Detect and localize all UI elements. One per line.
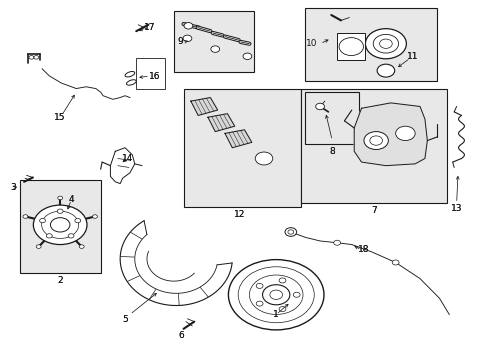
Text: 1: 1 <box>273 310 279 319</box>
Text: 3: 3 <box>10 183 16 192</box>
Text: 9: 9 <box>177 37 183 46</box>
Text: 10: 10 <box>305 39 317 48</box>
Text: 4: 4 <box>68 195 74 204</box>
Bar <box>20 180 101 273</box>
Circle shape <box>92 215 97 218</box>
Circle shape <box>68 234 74 238</box>
Text: 8: 8 <box>329 147 334 156</box>
Text: 17: 17 <box>143 23 155 32</box>
Text: 11: 11 <box>406 52 418 61</box>
Text: 14: 14 <box>122 154 133 163</box>
Bar <box>136 58 164 89</box>
Circle shape <box>243 53 251 59</box>
Text: 17: 17 <box>143 23 155 32</box>
Text: 1: 1 <box>273 310 279 319</box>
Text: 12: 12 <box>233 210 245 219</box>
Ellipse shape <box>125 72 135 77</box>
Circle shape <box>315 103 324 110</box>
Polygon shape <box>353 103 427 166</box>
Circle shape <box>79 245 84 248</box>
Text: 16: 16 <box>148 72 160 81</box>
Circle shape <box>333 240 340 245</box>
Circle shape <box>46 234 52 238</box>
Text: 18: 18 <box>358 246 369 255</box>
Text: 2: 2 <box>57 276 63 285</box>
Bar <box>305 8 436 81</box>
Circle shape <box>395 126 414 140</box>
Text: 9: 9 <box>177 37 183 46</box>
Text: 6: 6 <box>178 332 183 341</box>
Text: 15: 15 <box>53 113 65 122</box>
Circle shape <box>391 260 398 265</box>
Text: 7: 7 <box>370 206 376 215</box>
Circle shape <box>58 196 62 200</box>
Text: 16: 16 <box>148 72 160 81</box>
Text: 14: 14 <box>122 154 133 163</box>
Text: 6: 6 <box>178 332 183 341</box>
Circle shape <box>36 245 41 248</box>
Circle shape <box>75 219 81 223</box>
Text: 5: 5 <box>122 315 128 324</box>
Bar <box>173 12 254 72</box>
Ellipse shape <box>126 80 136 85</box>
Bar <box>305 92 358 144</box>
Text: 2: 2 <box>57 276 63 285</box>
Circle shape <box>376 64 394 77</box>
Circle shape <box>23 215 28 218</box>
Polygon shape <box>207 114 234 132</box>
Circle shape <box>50 218 70 232</box>
Polygon shape <box>224 130 251 148</box>
Text: 3: 3 <box>10 183 16 192</box>
Circle shape <box>255 152 272 165</box>
Text: 12: 12 <box>233 210 245 219</box>
Circle shape <box>285 228 296 236</box>
Circle shape <box>183 35 191 41</box>
Circle shape <box>40 219 45 223</box>
Circle shape <box>338 38 363 55</box>
Circle shape <box>365 29 406 59</box>
Text: 13: 13 <box>450 204 462 213</box>
Text: 15: 15 <box>53 113 65 122</box>
Circle shape <box>183 23 192 29</box>
Bar <box>336 33 365 60</box>
Bar <box>183 89 300 207</box>
Text: 5: 5 <box>122 315 128 324</box>
Polygon shape <box>190 98 217 116</box>
Circle shape <box>210 46 219 52</box>
Bar <box>300 89 446 203</box>
Circle shape <box>33 205 87 244</box>
Text: 18: 18 <box>358 246 369 255</box>
Text: 8: 8 <box>329 147 334 156</box>
Circle shape <box>262 285 289 305</box>
Circle shape <box>228 260 324 330</box>
Circle shape <box>57 209 63 213</box>
Circle shape <box>363 132 387 149</box>
Text: 7: 7 <box>370 206 376 215</box>
Text: 13: 13 <box>450 204 462 213</box>
Text: 4: 4 <box>68 195 74 204</box>
Text: 11: 11 <box>406 52 418 61</box>
